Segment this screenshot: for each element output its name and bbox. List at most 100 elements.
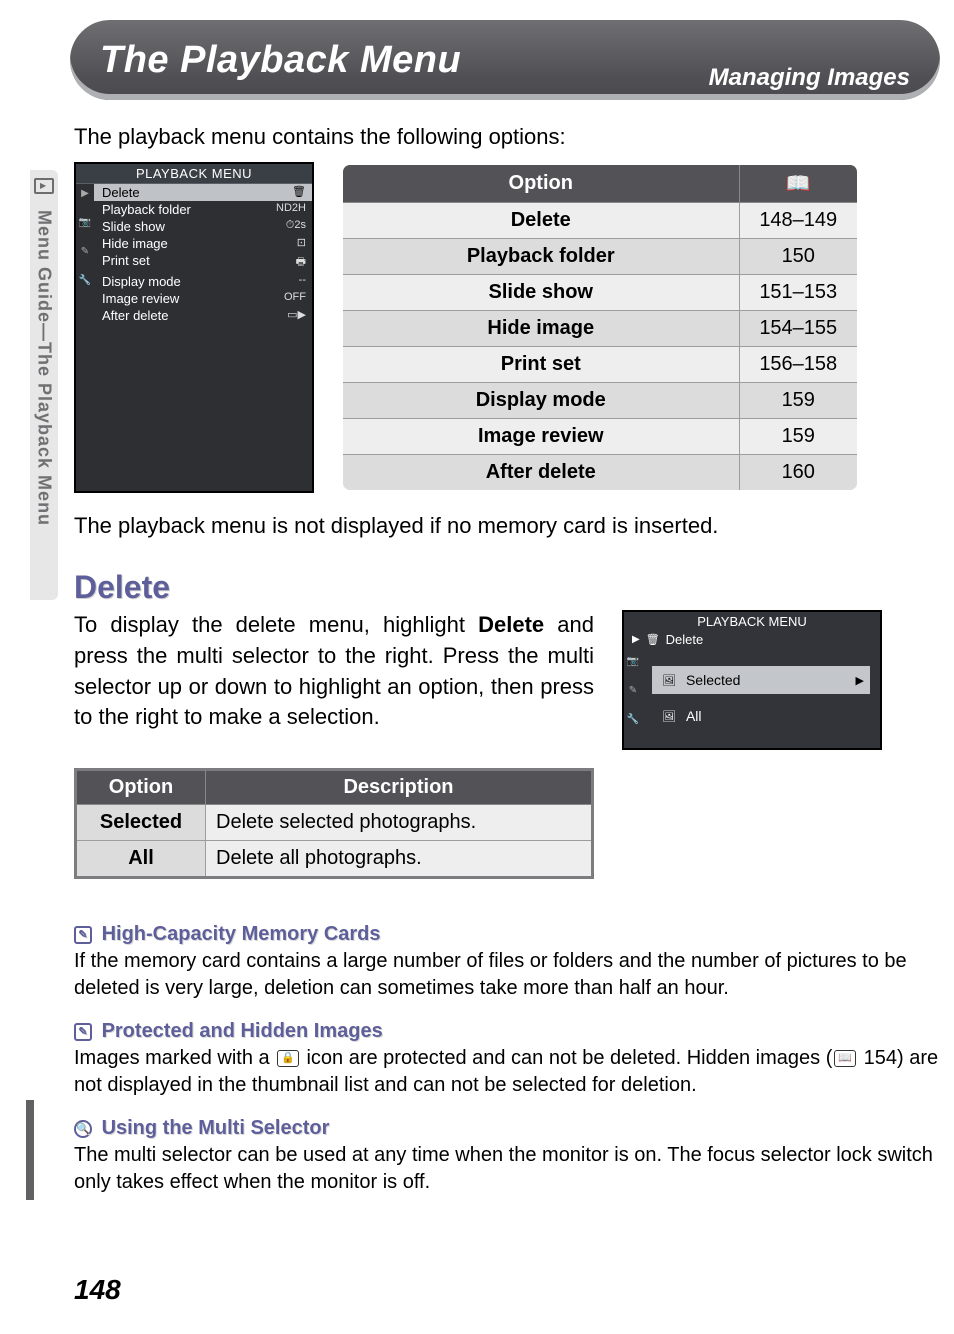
note-text: If the memory card contains a large numb… xyxy=(74,948,940,1002)
delete-text-bold: Delete xyxy=(478,612,544,637)
side-tab: Menu Guide—The Playback Menu xyxy=(30,170,58,600)
option-cell: After delete xyxy=(342,455,740,492)
options-table-header-option: Option xyxy=(342,164,740,203)
lcd-menu-item: Delete 🗑 xyxy=(94,184,312,201)
page-cell: 150 xyxy=(739,239,859,275)
lcd-item-value: ⏱2s xyxy=(286,219,306,234)
desc-table-header-option: Option xyxy=(76,770,206,805)
lcd-side-icons: ▶ 📷 ✎ 🔧 xyxy=(76,184,94,324)
option-cell: Slide show xyxy=(342,275,740,311)
playback-icon xyxy=(34,178,54,194)
lcd-menu-item: Print set 🖶 xyxy=(94,252,312,273)
lcd-menu-item: 🖼 Selected xyxy=(652,666,870,694)
lcd-item-label: Print set xyxy=(102,253,150,272)
note-title: ✎ Protected and Hidden Images xyxy=(74,1020,940,1043)
options-table-header-page: 📖 xyxy=(739,164,859,203)
pencil-icon: ✎ xyxy=(629,685,637,696)
table-row: Slide show151–153 xyxy=(342,275,859,311)
table-row: Display mode159 xyxy=(342,383,859,419)
pencil-icon: ✎ xyxy=(74,1023,92,1041)
lcd-menu-item: Playback folder ND2H xyxy=(94,201,312,218)
delete-text-a: To display the delete menu, highlight xyxy=(74,612,478,637)
pencil-icon: ✎ xyxy=(81,246,89,257)
option-cell: Playback folder xyxy=(342,239,740,275)
note-title-text: Protected and Hidden Images xyxy=(102,1020,383,1042)
page-cell: 159 xyxy=(739,419,859,455)
table-row: Image review159 xyxy=(342,419,859,455)
option-cell: Image review xyxy=(342,419,740,455)
thumb-icon: 🖼 xyxy=(662,710,676,723)
lcd-menu-item: Display mode-- xyxy=(94,273,312,290)
table-row: Print set156–158 xyxy=(342,347,859,383)
protect-icon: 🔒 xyxy=(277,1050,299,1067)
chapter-header: The Playback Menu Managing Images xyxy=(70,20,940,100)
lcd-item-value: ▭▶ xyxy=(287,308,306,323)
play-icon: ▶ xyxy=(632,634,640,645)
lcd-delete-menu: PLAYBACK MENU ▶ 🗑 Delete 📷 ✎ 🔧 🖼 Selected… xyxy=(622,610,882,750)
lcd-item-label: All xyxy=(686,708,702,724)
option-cell: Display mode xyxy=(342,383,740,419)
wrench-icon: 🔧 xyxy=(79,275,91,286)
page-cell: 151–153 xyxy=(739,275,859,311)
option-cell: Delete xyxy=(342,203,740,239)
desc-table-header-desc: Description xyxy=(206,770,593,805)
lcd-item-label: Delete xyxy=(102,185,140,200)
note-multi-selector: 🔍 Using the Multi Selector The multi sel… xyxy=(74,1117,940,1196)
lcd-item-value: ⊡ xyxy=(297,236,306,251)
lcd-menu-item: After delete▭▶ xyxy=(94,307,312,324)
lcd-item-label: Hide image xyxy=(102,236,168,251)
trash-icon: 🗑 xyxy=(646,633,660,646)
wrench-icon: 🔧 xyxy=(627,714,639,725)
delete-paragraph: To display the delete menu, highlight De… xyxy=(74,610,594,750)
lcd-menu-item: Image reviewOFF xyxy=(94,290,312,307)
page-cell: 154–155 xyxy=(739,311,859,347)
note-text-b: icon are protected and can not be delete… xyxy=(301,1047,832,1069)
lcd2-subtitle: ▶ 🗑 Delete xyxy=(624,631,880,648)
note-title-text: High-Capacity Memory Cards xyxy=(102,923,381,945)
option-cell: Hide image xyxy=(342,311,740,347)
lcd-playback-menu: PLAYBACK MENU ▶ 📷 ✎ 🔧 Delete🗑Playback fo… xyxy=(74,162,314,493)
chapter-subtitle: Managing Images xyxy=(709,64,910,92)
note-title: 🔍 Using the Multi Selector xyxy=(74,1117,940,1140)
delete-row: To display the delete menu, highlight De… xyxy=(74,610,954,750)
lcd2-side-icons: 📷 ✎ 🔧 xyxy=(624,648,642,748)
table-row: Delete148–149 xyxy=(342,203,859,239)
lcd-item-value: 🖶 xyxy=(296,253,306,272)
chapter-title: The Playback Menu xyxy=(100,39,461,82)
lcd-item-value: 🗑 xyxy=(292,185,306,200)
lcd-item-label: Playback folder xyxy=(102,202,191,217)
lcd-item-label: Slide show xyxy=(102,219,165,234)
note-text: Images marked with a 🔒 icon are protecte… xyxy=(74,1045,940,1099)
lcd-item-label: Selected xyxy=(686,672,740,688)
note-title: ✎ High-Capacity Memory Cards xyxy=(74,923,940,946)
page-cell: 160 xyxy=(739,455,859,492)
lcd-item-value: -- xyxy=(299,274,306,289)
table-row: Playback folder150 xyxy=(342,239,859,275)
thumb-index-bar xyxy=(26,1100,34,1200)
note-high-capacity: ✎ High-Capacity Memory Cards If the memo… xyxy=(74,923,940,1002)
thumb-icon: 🖼 xyxy=(662,674,676,687)
table-row: After delete160 xyxy=(342,455,859,492)
page-cell: 148–149 xyxy=(739,203,859,239)
book-icon: 📖 xyxy=(834,1050,856,1067)
page: The Playback Menu Managing Images Menu G… xyxy=(0,20,954,1334)
option-cell: Selected xyxy=(76,805,206,841)
lcd-menu-item: Hide image ⊡ xyxy=(94,235,312,252)
table-row: SelectedDelete selected photographs. xyxy=(76,805,593,841)
lcd2-title: PLAYBACK MENU xyxy=(624,612,880,631)
table-row: Hide image154–155 xyxy=(342,311,859,347)
row-lcd-and-table: PLAYBACK MENU ▶ 📷 ✎ 🔧 Delete🗑Playback fo… xyxy=(74,162,954,493)
lcd-menu-item: Slide show ⏱2s xyxy=(94,218,312,235)
camera-icon: 📷 xyxy=(79,217,91,228)
magnify-icon: 🔍 xyxy=(74,1120,92,1138)
delete-heading: Delete xyxy=(74,569,954,606)
page-cell: 159 xyxy=(739,383,859,419)
camera-icon: 📷 xyxy=(627,656,639,667)
note-text: The multi selector can be used at any ti… xyxy=(74,1142,940,1196)
lcd-item-label: Image review xyxy=(102,291,179,306)
option-cell: Print set xyxy=(342,347,740,383)
options-table: Option 📖 Delete148–149Playback folder150… xyxy=(340,162,860,493)
lcd-item-value: ND2H xyxy=(276,202,306,217)
page-number: 148 xyxy=(74,1274,121,1306)
lcd-title: PLAYBACK MENU xyxy=(76,164,312,184)
